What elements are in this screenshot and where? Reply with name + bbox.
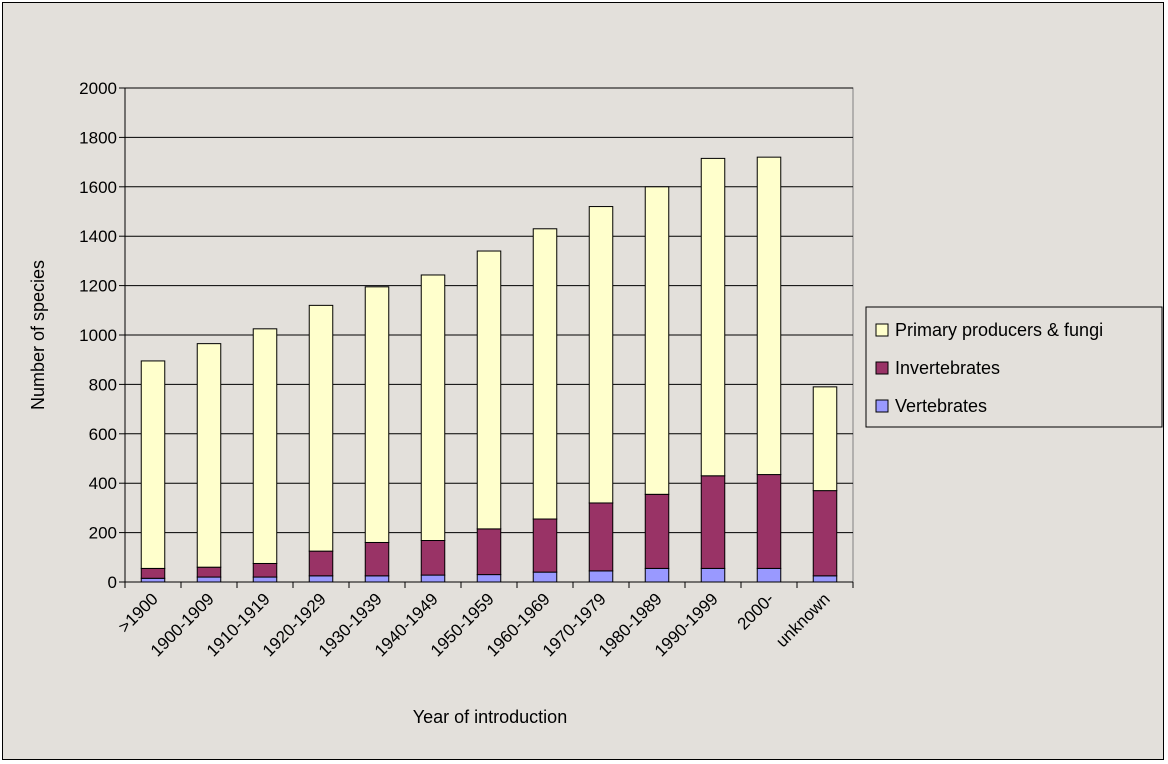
bar-segment <box>308 575 334 583</box>
bar-segment <box>700 157 726 477</box>
bar-segment <box>812 490 838 577</box>
y-tick-label: 1200 <box>79 277 117 296</box>
y-tick-label: 1000 <box>79 326 117 345</box>
x-axis: >19001900-19091910-19191920-19291930-193… <box>115 581 854 660</box>
x-tick-label: unknown <box>772 589 834 651</box>
y-axis-title: Number of species <box>28 260 48 410</box>
bar-segment <box>756 474 782 569</box>
y-tick-label: 400 <box>89 474 117 493</box>
y-tick-label: 1600 <box>79 178 117 197</box>
bar-segment <box>700 567 726 583</box>
bar-segment <box>756 567 782 583</box>
bar-segment <box>364 286 390 543</box>
bar-segment <box>588 206 614 504</box>
bar-segment <box>532 228 558 520</box>
legend-label: Invertebrates <box>895 358 1000 378</box>
bar-segment <box>644 567 670 583</box>
legend-swatch <box>875 399 889 413</box>
bar-segment <box>476 528 502 576</box>
legend: Primary producers & fungi Invertebrates Ve… <box>865 306 1163 428</box>
bar-segment <box>476 250 502 530</box>
bar-segment <box>812 575 838 583</box>
y-tick-label: 2000 <box>79 79 117 98</box>
bar-segment <box>532 518 558 573</box>
legend-label: Vertebrates <box>895 396 987 416</box>
x-tick-label: >1900 <box>115 589 162 636</box>
x-axis-title: Year of introduction <box>413 707 567 727</box>
y-tick-label: 600 <box>89 425 117 444</box>
bar-segment <box>252 562 278 578</box>
bar-segment <box>588 570 614 583</box>
bar-segment <box>140 567 166 579</box>
y-axis: 0 200 400 600 800 1000 1200 1400 1600 1800 2000 <box>79 79 126 592</box>
y-tick-label: 800 <box>89 375 117 394</box>
bar-segment <box>420 274 446 542</box>
bar-segment <box>420 574 446 583</box>
bar-segment <box>476 574 502 583</box>
y-tick-label: 1400 <box>79 227 117 246</box>
bar-segment <box>644 186 670 495</box>
bar-segment <box>420 540 446 576</box>
y-tick-label: 1800 <box>79 128 117 147</box>
bar-segment <box>756 156 782 476</box>
legend-label: Primary producers & fungi <box>895 320 1103 340</box>
bar-segment <box>140 577 166 583</box>
bars <box>140 156 838 583</box>
bar-segment <box>252 328 278 564</box>
y-tick-label: 200 <box>89 524 117 543</box>
bar-segment <box>812 386 838 492</box>
bar-segment <box>196 576 222 583</box>
bar-segment <box>252 576 278 583</box>
bar-segment <box>644 493 670 569</box>
bar-segment <box>364 541 390 577</box>
bar-segment <box>532 571 558 583</box>
legend-swatch <box>875 323 889 337</box>
bar-segment <box>364 575 390 583</box>
bar-segment <box>308 304 334 552</box>
bar-segment <box>308 550 334 577</box>
bar-segment <box>196 343 222 568</box>
legend-box <box>865 306 1163 428</box>
bar-segment <box>700 475 726 569</box>
y-tick-label: 0 <box>108 573 117 592</box>
legend-swatch <box>875 361 889 375</box>
bar-segment <box>588 502 614 572</box>
bar-segment <box>140 360 166 569</box>
x-tick-label: 2000- <box>734 589 778 633</box>
bar-segment <box>196 566 222 578</box>
